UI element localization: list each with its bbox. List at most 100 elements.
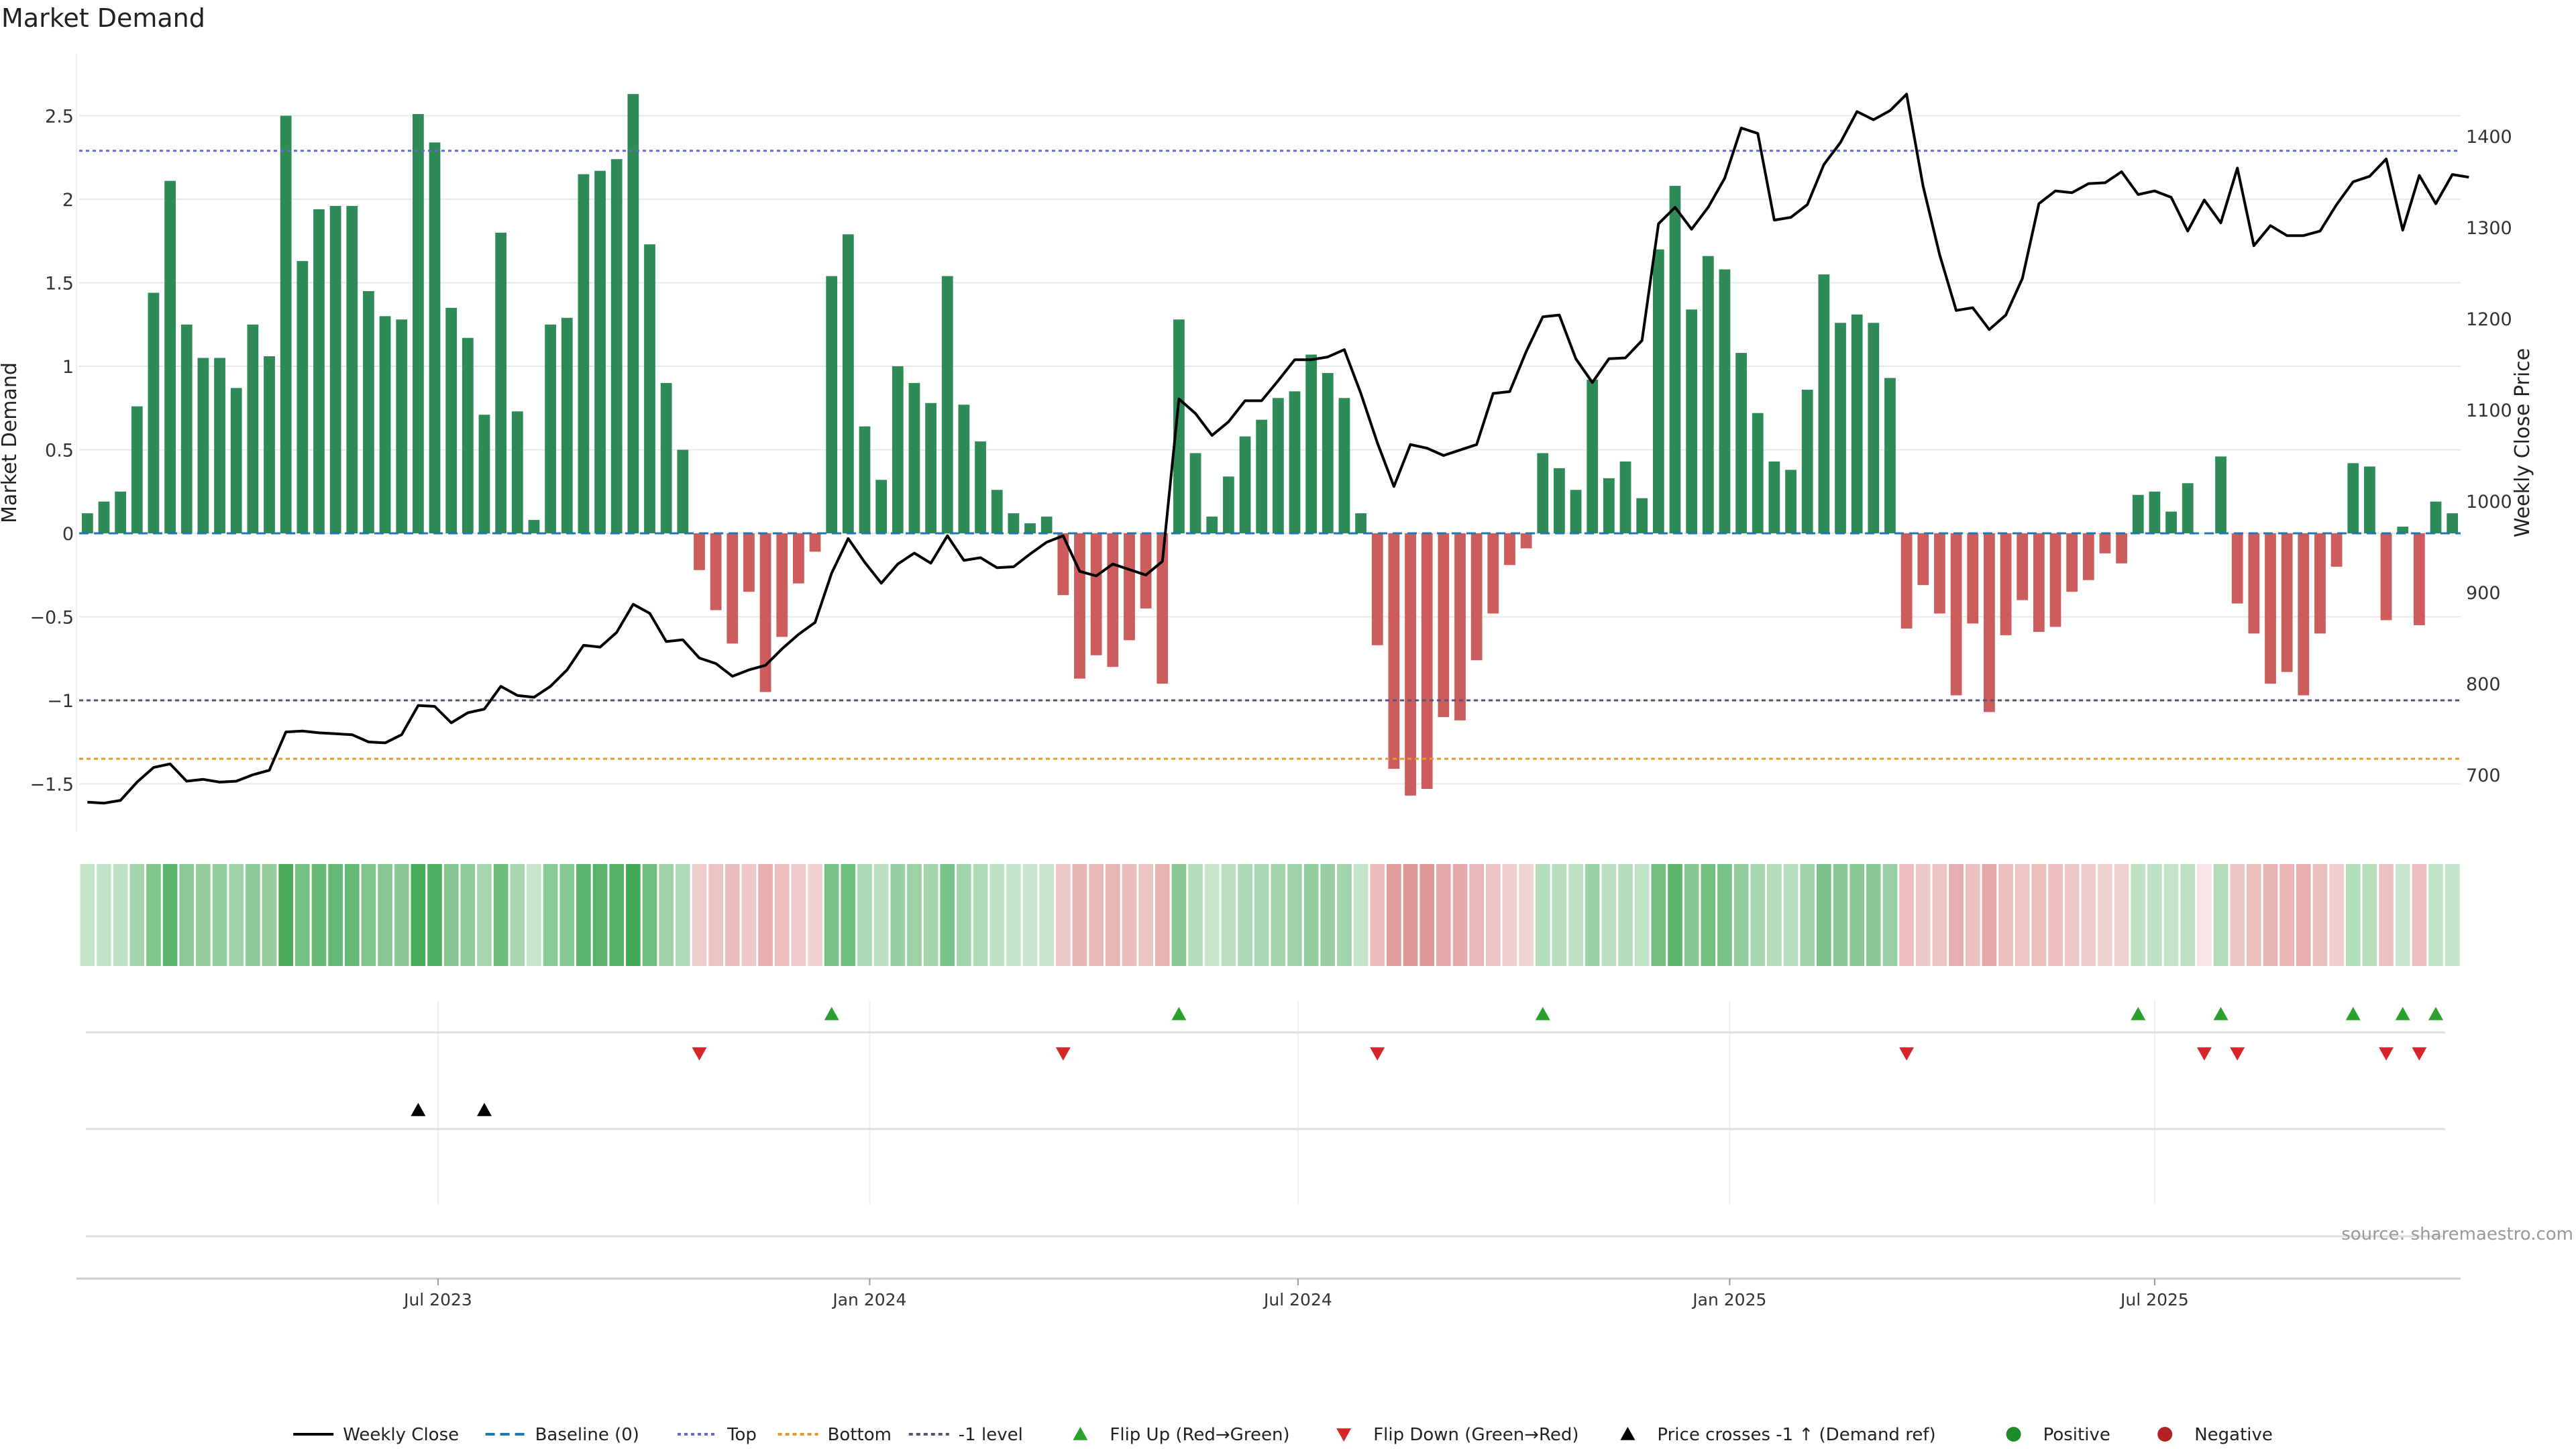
demand-bar bbox=[2231, 533, 2243, 604]
demand-bar bbox=[2430, 501, 2442, 533]
demand-bar bbox=[1388, 533, 1400, 769]
demand-strip-cell bbox=[2180, 864, 2196, 966]
demand-strip-cell bbox=[989, 864, 1005, 966]
demand-bar bbox=[2049, 533, 2061, 627]
demand-bar bbox=[2397, 527, 2409, 533]
demand-strip-cell bbox=[1915, 864, 1931, 966]
legend-label: Negative bbox=[2194, 1425, 2273, 1445]
demand-strip-cell bbox=[2147, 864, 2162, 966]
demand-strip-cell bbox=[1634, 864, 1650, 966]
demand-bar bbox=[594, 170, 606, 534]
demand-bar bbox=[2248, 533, 2260, 634]
demand-strip-cell bbox=[1833, 864, 1848, 966]
demand-strip-cell bbox=[1701, 864, 1716, 966]
demand-strip-cell bbox=[493, 864, 508, 966]
demand-strip-cell bbox=[1039, 864, 1055, 966]
y-tick-left: 1.5 bbox=[45, 274, 74, 294]
demand-bar bbox=[2182, 483, 2194, 533]
legend-label: Bottom bbox=[828, 1425, 892, 1445]
demand-strip-cell bbox=[576, 864, 591, 966]
demand-strip-cell bbox=[344, 864, 360, 966]
demand-strip-cell bbox=[592, 864, 608, 966]
demand-strip-cell bbox=[460, 864, 476, 966]
demand-strip-cell bbox=[1155, 864, 1170, 966]
legend-label: Price crosses -1 ↑ (Demand ref) bbox=[1657, 1425, 1935, 1445]
demand-bar bbox=[1537, 453, 1549, 533]
demand-strip-cell bbox=[113, 864, 128, 966]
flip-down-marker bbox=[1370, 1047, 1385, 1061]
y-tick-left: −0.5 bbox=[30, 608, 74, 629]
flip-up-marker bbox=[2395, 1007, 2410, 1020]
legend-item: Weekly Close bbox=[293, 1425, 459, 1445]
demand-bar bbox=[1554, 468, 1565, 533]
demand-strip-cell bbox=[1668, 864, 1682, 966]
demand-bar bbox=[429, 142, 441, 534]
demand-bar bbox=[2149, 491, 2161, 533]
demand-bar bbox=[1305, 354, 1318, 533]
demand-bar bbox=[809, 533, 821, 552]
demand-strip-cell bbox=[246, 864, 260, 966]
demand-strip-cell bbox=[1651, 864, 1666, 966]
demand-strip-cell bbox=[262, 864, 277, 966]
y-tick-right: 900 bbox=[2466, 583, 2501, 604]
y-tick-left: 2.5 bbox=[45, 107, 74, 127]
demand-strip-cell bbox=[1502, 864, 1517, 966]
demand-bar bbox=[2165, 511, 2177, 533]
demand-bar bbox=[2215, 456, 2226, 533]
demand-strip-cell bbox=[543, 864, 558, 966]
flip-up-marker bbox=[1535, 1007, 1550, 1020]
demand-bar bbox=[892, 366, 904, 533]
demand-strip-cell bbox=[609, 864, 625, 966]
y-tick-left: 0.5 bbox=[45, 441, 74, 462]
demand-bar bbox=[759, 533, 771, 692]
demand-strip-cell bbox=[676, 864, 690, 966]
demand-strip-cell bbox=[2098, 864, 2112, 966]
legend-item: Bottom bbox=[777, 1425, 892, 1445]
demand-strip-cell bbox=[2114, 864, 2129, 966]
demand-strip-cell bbox=[1370, 864, 1385, 966]
demand-strip-cell bbox=[1387, 864, 1401, 966]
demand-strip-cell bbox=[1949, 864, 1964, 966]
demand-strip-cell bbox=[2247, 864, 2261, 966]
demand-strip-cell bbox=[162, 864, 178, 966]
demand-strip-cell bbox=[527, 864, 541, 966]
demand-bar bbox=[2099, 533, 2111, 553]
demand-bar bbox=[1702, 256, 1714, 533]
demand-bar bbox=[511, 411, 523, 533]
demand-strip-cell bbox=[907, 864, 922, 966]
demand-strip-cell bbox=[841, 864, 856, 966]
demand-bar bbox=[1256, 419, 1268, 533]
demand-strip-cell bbox=[741, 864, 757, 966]
demand-strip-cell bbox=[294, 864, 310, 966]
y-tick-left: 2 bbox=[62, 190, 74, 211]
y-tick-left: 1 bbox=[62, 357, 74, 378]
demand-bar bbox=[975, 441, 986, 533]
demand-strip-cell bbox=[2312, 864, 2328, 966]
flip-down-marker bbox=[1055, 1047, 1071, 1061]
x-tick-label: Jul 2024 bbox=[1263, 1290, 1332, 1309]
demand-strip-cell bbox=[1122, 864, 1137, 966]
demand-bar bbox=[627, 94, 639, 533]
demand-bar bbox=[1040, 517, 1053, 533]
demand-strip-cell bbox=[708, 864, 723, 966]
y-tick-right: 1300 bbox=[2466, 218, 2512, 239]
demand-bar bbox=[1686, 309, 1698, 533]
demand-strip-cell bbox=[1982, 864, 1997, 966]
demand-bar bbox=[875, 480, 888, 533]
demand-strip-cell bbox=[923, 864, 938, 966]
demand-bar bbox=[346, 205, 358, 533]
demand-bar bbox=[1504, 533, 1515, 566]
demand-bar bbox=[1454, 533, 1466, 720]
demand-bar bbox=[2380, 533, 2392, 621]
demand-bar bbox=[1421, 533, 1433, 789]
demand-bar bbox=[578, 174, 590, 533]
legend-swatch bbox=[1620, 1427, 1635, 1440]
demand-strip-cell bbox=[2230, 864, 2245, 966]
demand-bar bbox=[2314, 533, 2326, 634]
flip-down-marker bbox=[2379, 1047, 2394, 1061]
demand-strip-cell bbox=[129, 864, 145, 966]
demand-strip-cell bbox=[1353, 864, 1368, 966]
demand-bar bbox=[445, 307, 458, 533]
demand-bar bbox=[1768, 461, 1780, 533]
demand-strip-cell bbox=[2048, 864, 2063, 966]
